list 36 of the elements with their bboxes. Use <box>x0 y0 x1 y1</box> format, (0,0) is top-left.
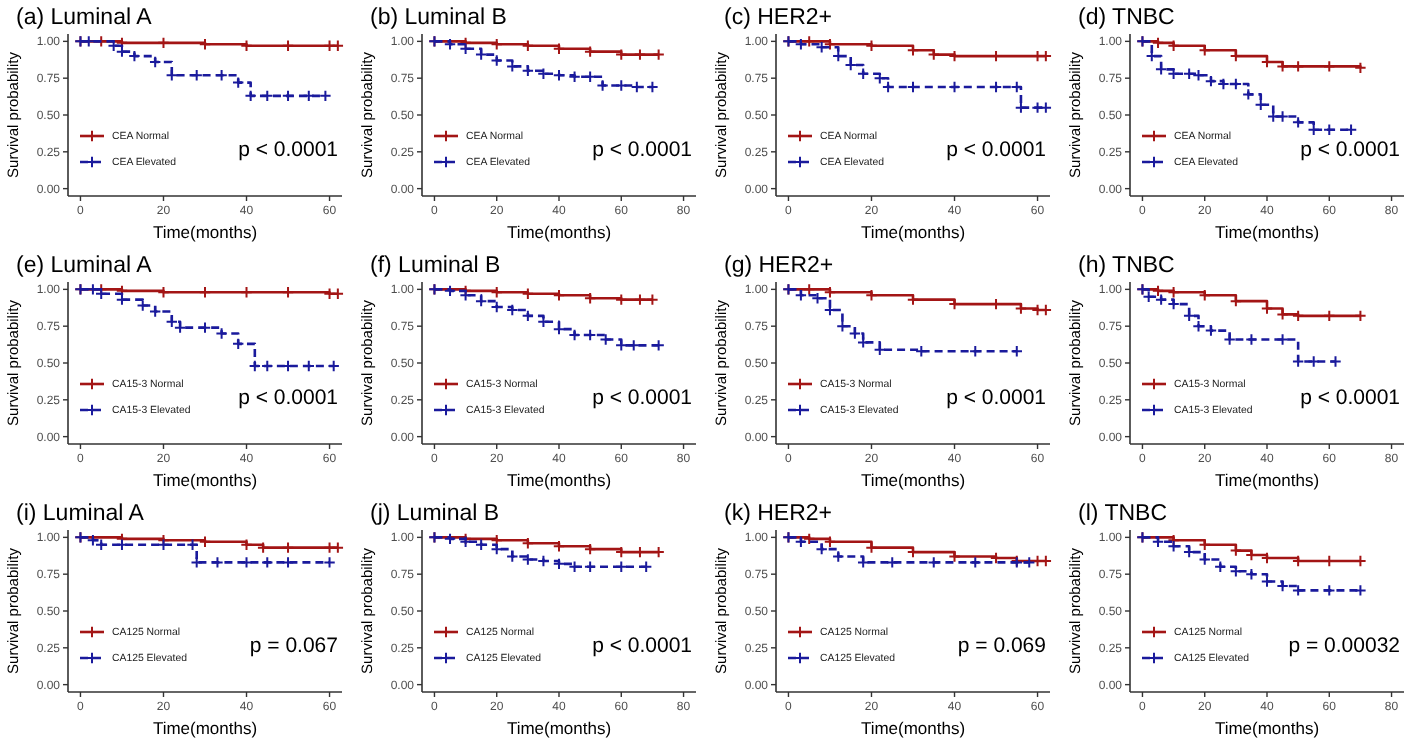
annotation: p < 0.0001 <box>592 386 693 410</box>
chart-title: (g) HER2+ <box>724 254 834 278</box>
chart-title: (h) TNBC <box>1078 254 1175 278</box>
chart-title: (f) Luminal B <box>370 254 502 278</box>
chart-title: (c) HER2+ <box>724 6 833 30</box>
chart-title: (d) TNBC <box>1078 6 1175 30</box>
x-axis-title: Time(months) <box>152 222 258 242</box>
annotation: p < 0.0001 <box>238 386 339 410</box>
x-axis-title: Time(months) <box>152 718 258 738</box>
x-axis-title: Time(months) <box>152 470 258 490</box>
annotation: p < 0.0001 <box>946 386 1047 410</box>
annotation: p < 0.0001 <box>592 138 693 162</box>
chart-title: (l) TNBC <box>1078 502 1168 526</box>
annotation: p < 0.0001 <box>946 138 1047 162</box>
x-axis-title: Time(months) <box>506 470 612 490</box>
annotation: p < 0.0001 <box>592 634 693 658</box>
annotation: p < 0.0001 <box>1300 386 1401 410</box>
x-axis-title: Time(months) <box>1214 718 1320 738</box>
chart-title: (i) Luminal A <box>16 502 145 526</box>
annotation: p = 0.069 <box>957 634 1047 658</box>
x-axis-title: Time(months) <box>506 718 612 738</box>
chart-title: (j) Luminal B <box>370 502 500 526</box>
chart-title: (k) HER2+ <box>724 502 833 526</box>
annotation: p < 0.0001 <box>1300 138 1401 162</box>
annotation: p < 0.0001 <box>238 138 339 162</box>
x-axis-title: Time(months) <box>1214 470 1320 490</box>
annotation: p = 0.067 <box>249 634 339 658</box>
chart-title: (b) Luminal B <box>370 6 508 30</box>
x-axis-title: Time(months) <box>860 222 966 242</box>
x-axis-title: Time(months) <box>1214 222 1320 242</box>
x-axis-title: Time(months) <box>860 470 966 490</box>
x-axis-title: Time(months) <box>506 222 612 242</box>
x-axis-title: Time(months) <box>860 718 966 738</box>
chart-title: (e) Luminal A <box>16 254 153 278</box>
annotation: p = 0.00032 <box>1288 634 1401 658</box>
chart-title: (a) Luminal A <box>16 6 153 30</box>
